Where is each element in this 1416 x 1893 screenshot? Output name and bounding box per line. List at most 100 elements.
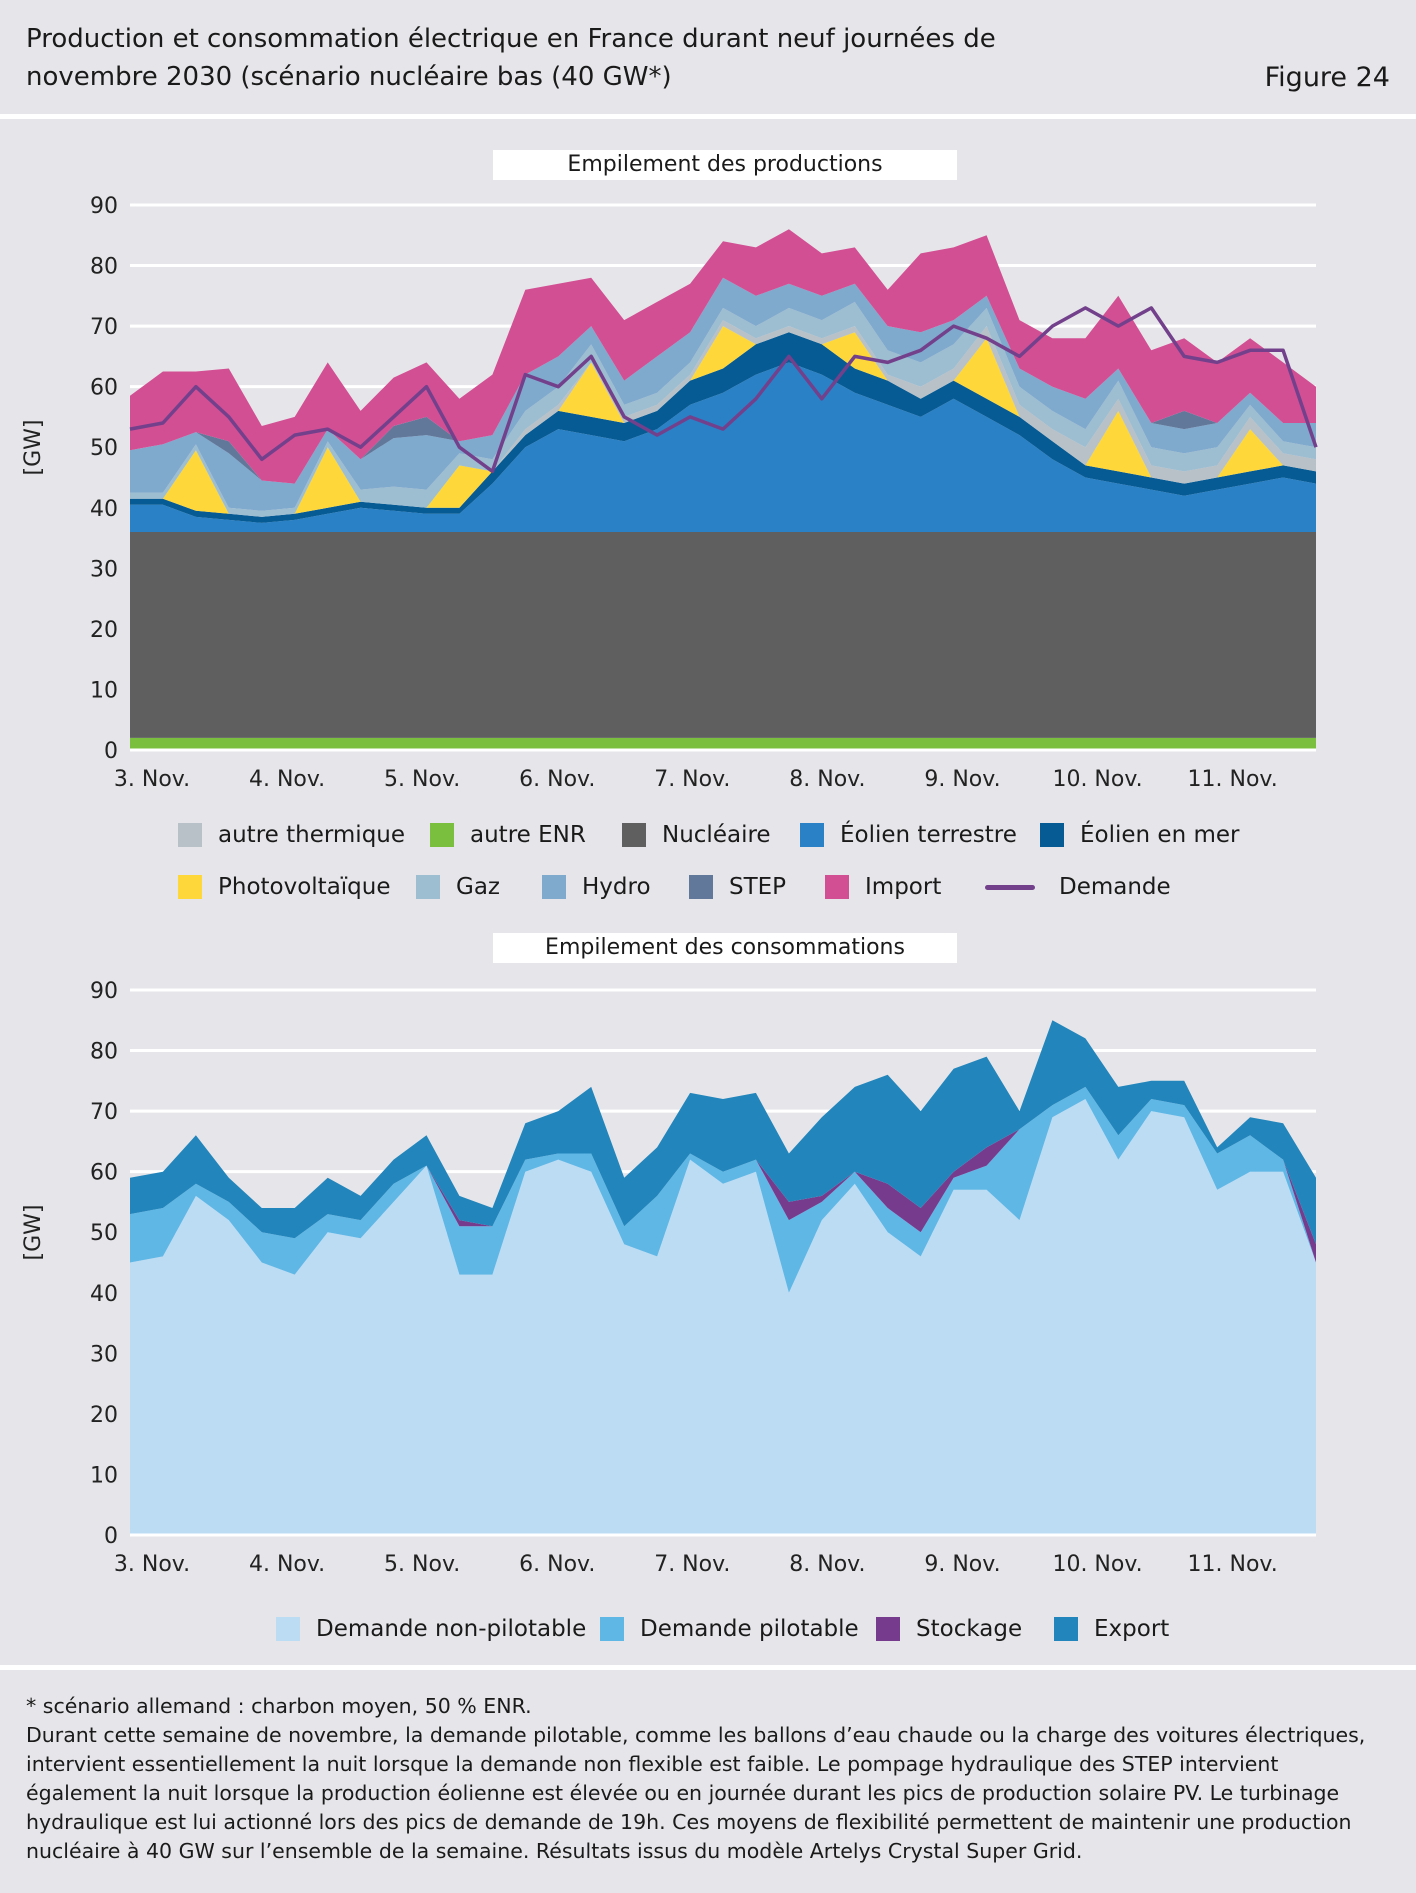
legend-label: Gaz (456, 874, 500, 900)
y-tick-label: 10 (90, 678, 118, 703)
legend-item-import: Import (825, 874, 941, 900)
y-tick-label: 70 (90, 1100, 118, 1125)
x-tick-label: 9. Nov. (924, 1552, 1000, 1577)
y-axis-label: [GW] (21, 420, 46, 476)
legend-item--olien-en-mer: Éolien en mer (1040, 822, 1239, 848)
x-tick-label: 6. Nov. (519, 1552, 595, 1577)
y-tick-label: 80 (90, 255, 118, 280)
x-tick-label: 8. Nov. (789, 767, 865, 792)
x-tick-label: 9. Nov. (924, 767, 1000, 792)
legend-swatch (876, 1617, 900, 1641)
legend-item--olien-terrestre: Éolien terrestre (800, 822, 1017, 848)
legend-item-stockage: Stockage (876, 1616, 1022, 1642)
description-text: Durant cette semaine de novembre, la dem… (26, 1723, 1366, 1863)
y-axis-label: [GW] (21, 1205, 46, 1261)
legend-swatch (542, 875, 566, 899)
legend-label: Import (865, 874, 942, 900)
legend-swatch (600, 1617, 624, 1641)
legend-swatch (1040, 823, 1064, 847)
y-tick-label: 90 (90, 194, 118, 219)
y-tick-label: 20 (90, 1403, 118, 1428)
y-tick-label: 0 (104, 739, 118, 764)
legend-swatch (178, 823, 202, 847)
y-tick-label: 60 (90, 376, 118, 401)
series-area-hydro (130, 277, 1316, 511)
y-tick-label: 30 (90, 1342, 118, 1367)
legend-label: Export (1094, 1616, 1170, 1642)
production-chart: 0 10 20 30 40 50 60 70 80 90 3. Nov. 4. Nov. 5. Nov.… (21, 194, 1318, 792)
series-area-autre-enr (130, 737, 1316, 750)
x-tick-label: 5. Nov. (384, 767, 460, 792)
legend-swatch (622, 823, 646, 847)
x-tick-label: 10. Nov. (1052, 1552, 1142, 1577)
legend-swatch (1054, 1617, 1078, 1641)
series-area-export (130, 1020, 1316, 1245)
header-divider (0, 114, 1416, 119)
y-tick-label: 50 (90, 436, 118, 461)
y-tick-label: 0 (104, 1524, 118, 1549)
legend-item-demande: Demande (985, 874, 1171, 900)
x-tick-label: 10. Nov. (1052, 767, 1142, 792)
top-panel-title: Empilement des productions (493, 150, 957, 180)
legend-item-autre-enr: autre ENR (430, 822, 586, 848)
legend-item-demande-pilotable: Demande pilotable (600, 1616, 859, 1642)
legend-swatch (416, 875, 440, 899)
y-tick-label: 20 (90, 618, 118, 643)
x-tick-label: 3. Nov. (114, 1552, 190, 1577)
legend-swatch (800, 823, 824, 847)
legend-label: STEP (729, 874, 787, 900)
y-tick-label: 80 (90, 1040, 118, 1065)
x-tick-label: 6. Nov. (519, 767, 595, 792)
legend-label: Demande non-pilotable (316, 1616, 587, 1642)
legend-label: Stockage (916, 1616, 1023, 1642)
x-tick-label: 4. Nov. (249, 1552, 325, 1577)
legend-label: autre ENR (470, 822, 586, 848)
legend-label: Nucléaire (662, 822, 771, 848)
legend-item-hydro: Hydro (542, 874, 651, 900)
legend-label: Éolien en mer (1080, 822, 1240, 848)
legend-item-export: Export (1054, 1616, 1169, 1642)
series-area-import (130, 229, 1316, 484)
x-tick-label: 11. Nov. (1188, 767, 1278, 792)
y-tick-label: 90 (90, 979, 118, 1004)
x-tick-label: 4. Nov. (249, 767, 325, 792)
y-tick-label: 60 (90, 1161, 118, 1186)
legend-item-demande-non-pilotable: Demande non-pilotable (276, 1616, 586, 1642)
x-tick-label: 7. Nov. (654, 1552, 730, 1577)
legend-item-step: STEP (689, 874, 786, 900)
series-area-demande-pilotable (130, 1086, 1316, 1293)
legend-item-nucl-aire: Nucléaire (622, 822, 771, 848)
x-tick-label: 3. Nov. (114, 767, 190, 792)
consumption-chart: 0 10 20 30 40 50 60 70 80 90 3. Nov. 4. Nov. 5. Nov.… (21, 979, 1316, 1577)
y-tick-label: 50 (90, 1221, 118, 1246)
legend-label: Éolien terrestre (840, 822, 1017, 848)
x-tick-label: 7. Nov. (654, 767, 730, 792)
x-tick-label: 8. Nov. (789, 1552, 865, 1577)
x-tick-label: 11. Nov. (1188, 1552, 1278, 1577)
legend-label: Demande pilotable (640, 1616, 859, 1642)
legend-item-autre-thermique: autre thermique (178, 822, 405, 848)
legend-swatch (178, 875, 202, 899)
legend-label: Photovoltaïque (218, 874, 391, 900)
page-header: Production et consommation électrique en… (0, 0, 1416, 115)
y-tick-label: 30 (90, 557, 118, 582)
legend-swatch (430, 823, 454, 847)
legend-label: Demande (1059, 874, 1171, 900)
series-area--olien-terrestre (130, 362, 1316, 532)
series-line-demande (129, 306, 1318, 474)
y-tick-label: 40 (90, 497, 118, 522)
legend-item-gaz: Gaz (416, 874, 500, 900)
footnote: * scénario allemand : charbon moyen, 50 … (26, 1694, 532, 1718)
figure-label: Figure 24 (1264, 62, 1390, 93)
page-title: Production et consommation électrique en… (26, 24, 996, 92)
y-tick-label: 10 (90, 1463, 118, 1488)
y-tick-label: 40 (90, 1282, 118, 1307)
series-area-photovolta-que (130, 326, 1316, 517)
footer-divider (0, 1665, 1416, 1670)
legend-swatch (985, 884, 1035, 890)
legend-label: autre thermique (218, 822, 406, 848)
x-tick-label: 5. Nov. (384, 1552, 460, 1577)
footer-notes: * scénario allemand : charbon moyen, 50 … (26, 1692, 1392, 1866)
legend-item-photovolta-que: Photovoltaïque (178, 874, 391, 900)
y-tick-label: 70 (90, 315, 118, 340)
